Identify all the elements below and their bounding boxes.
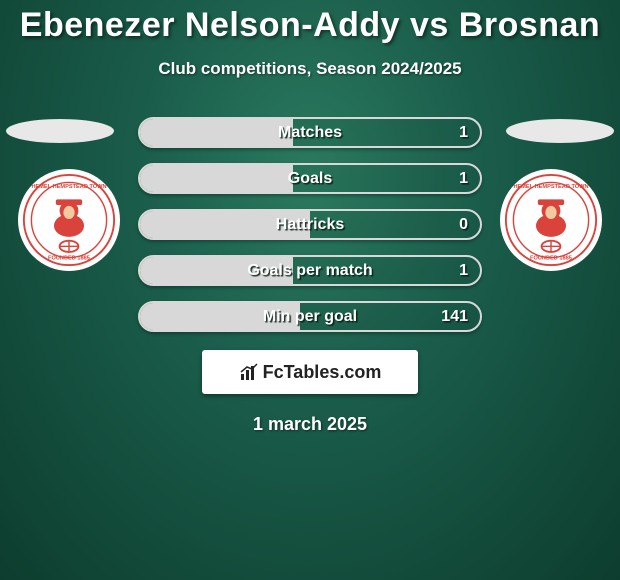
- bar-chart-icon: [239, 362, 259, 382]
- club-crest-icon: HEMEL HEMPSTEAD TOWN FOUNDED 1885: [504, 173, 598, 267]
- comparison-main: HEMEL HEMPSTEAD TOWN FOUNDED 1885 HEMEL …: [0, 117, 620, 435]
- brand-box: FcTables.com: [202, 350, 418, 394]
- avatar-right-placeholder: [506, 119, 614, 143]
- stat-rows: Matches 1 Goals 1 Hattricks 0 Goals per match 1…: [138, 117, 482, 332]
- stat-label: Matches: [278, 124, 342, 142]
- stat-value-right: 1: [459, 170, 468, 188]
- avatar-left-placeholder: [6, 119, 114, 143]
- stat-value-right: 1: [459, 262, 468, 280]
- svg-text:FOUNDED 1885: FOUNDED 1885: [530, 255, 572, 261]
- stat-row: Hattricks 0: [138, 209, 482, 240]
- svg-text:FOUNDED 1885: FOUNDED 1885: [48, 255, 90, 261]
- club-crest-icon: HEMEL HEMPSTEAD TOWN FOUNDED 1885: [22, 173, 116, 267]
- stat-fill-left: [140, 119, 293, 146]
- stat-value-right: 0: [459, 216, 468, 234]
- stat-row: Goals 1: [138, 163, 482, 194]
- stat-row: Min per goal 141: [138, 301, 482, 332]
- svg-text:HEMEL HEMPSTEAD TOWN: HEMEL HEMPSTEAD TOWN: [513, 184, 588, 190]
- comparison-subtitle: Club competitions, Season 2024/2025: [0, 59, 620, 79]
- stat-label: Goals: [288, 170, 332, 188]
- stat-row: Matches 1: [138, 117, 482, 148]
- stat-value-right: 1: [459, 124, 468, 142]
- stat-fill-left: [140, 165, 293, 192]
- svg-text:HEMEL HEMPSTEAD TOWN: HEMEL HEMPSTEAD TOWN: [31, 184, 106, 190]
- club-badge-right: HEMEL HEMPSTEAD TOWN FOUNDED 1885: [500, 169, 602, 271]
- comparison-date: 1 march 2025: [0, 414, 620, 435]
- stat-value-right: 141: [441, 308, 468, 326]
- stat-label: Min per goal: [263, 308, 357, 326]
- stat-label: Goals per match: [247, 262, 372, 280]
- brand-text: FcTables.com: [263, 362, 382, 383]
- comparison-title: Ebenezer Nelson-Addy vs Brosnan: [0, 0, 620, 45]
- stat-label: Hattricks: [276, 216, 344, 234]
- stat-row: Goals per match 1: [138, 255, 482, 286]
- club-badge-left: HEMEL HEMPSTEAD TOWN FOUNDED 1885: [18, 169, 120, 271]
